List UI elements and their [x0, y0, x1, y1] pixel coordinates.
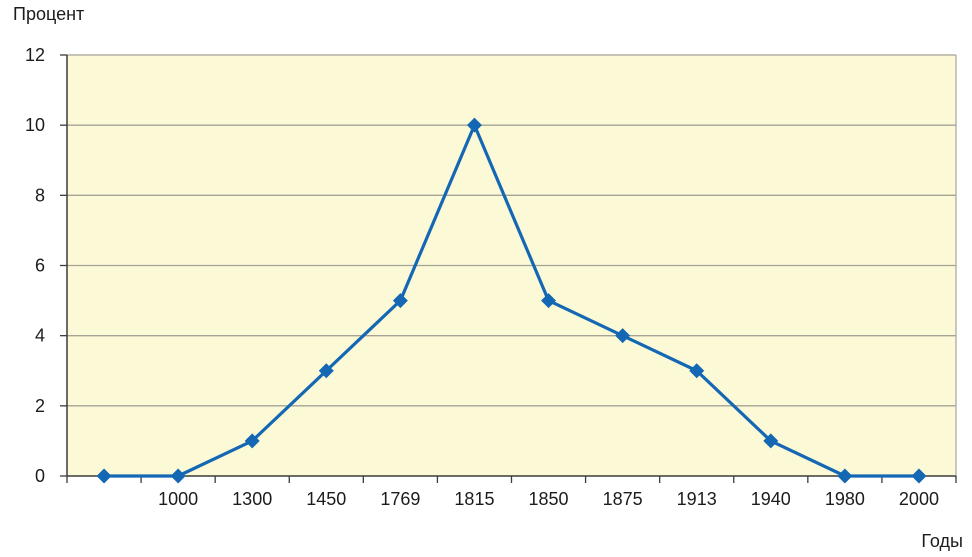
x-tick-label: 1769: [380, 489, 420, 509]
x-tick-label: 1940: [751, 489, 791, 509]
data-point-marker: [170, 468, 186, 484]
data-point-marker: [392, 293, 408, 309]
data-point-marker: [689, 363, 705, 379]
data-point-marker: [96, 468, 112, 484]
x-tick-label: 1000: [158, 489, 198, 509]
data-point-marker: [318, 363, 334, 379]
data-point-marker: [911, 468, 927, 484]
data-point-marker: [244, 433, 260, 449]
data-point-marker: [466, 117, 482, 133]
y-tick-label: 4: [35, 326, 45, 346]
x-tick-label: 1850: [529, 489, 569, 509]
y-tick-label: 10: [25, 115, 45, 135]
y-tick-label: 0: [35, 466, 45, 486]
y-tick-label: 8: [35, 185, 45, 205]
data-point-marker: [615, 328, 631, 344]
data-point-marker: [541, 293, 557, 309]
x-tick-label: 2000: [899, 489, 939, 509]
y-tick-label: 2: [35, 396, 45, 416]
x-axis-title: Годы: [921, 531, 963, 551]
x-tick-label: 1815: [454, 489, 494, 509]
x-tick-label: 1450: [306, 489, 346, 509]
data-line: [102, 123, 921, 478]
data-point-marker: [837, 468, 853, 484]
y-axis-title: Процент: [13, 4, 85, 24]
y-tick-label: 12: [25, 45, 45, 65]
x-tick-label: 1875: [603, 489, 643, 509]
data-point-marker: [763, 433, 779, 449]
x-tick-label: 1300: [232, 489, 272, 509]
x-tick-label: 1980: [825, 489, 865, 509]
x-tick-label: 1913: [677, 489, 717, 509]
y-tick-label: 6: [35, 256, 45, 276]
